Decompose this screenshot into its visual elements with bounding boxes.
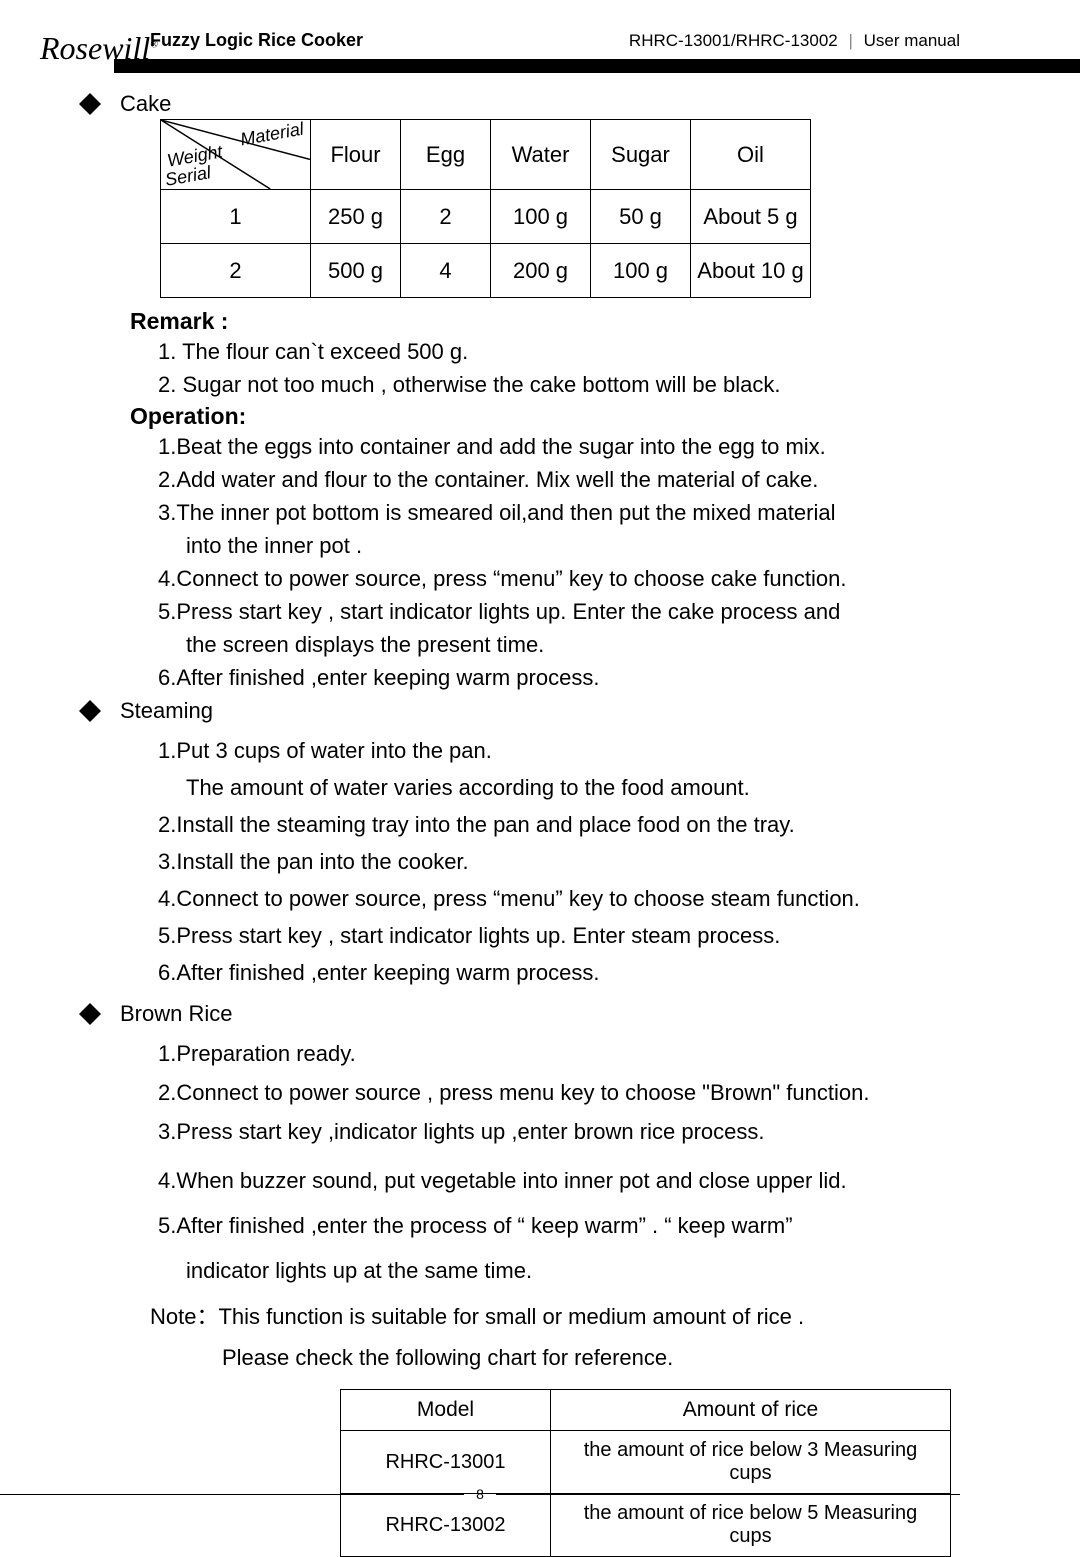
diamond-icon — [78, 699, 102, 723]
col-header: Oil — [691, 120, 811, 190]
page-number: 8 — [464, 1486, 496, 1502]
steam-line: 6.After finished ,enter keeping warm pro… — [130, 956, 960, 989]
note-line: Please check the following chart for ref… — [130, 1340, 960, 1375]
operation-label: Operation: — [130, 403, 960, 430]
col-header: Amount of rice — [551, 1390, 951, 1431]
cake-section-row: Cake — [120, 91, 960, 117]
footer-line-left — [0, 1494, 464, 1495]
cell: About 10 g — [691, 244, 811, 298]
cell: 100 g — [591, 244, 691, 298]
cell: 250 g — [311, 190, 401, 244]
cell: 2 — [401, 190, 491, 244]
brand-reg: ® — [150, 39, 158, 50]
cell: 500 g — [311, 244, 401, 298]
brown-line: 5.After finished ,enter the process of “… — [130, 1209, 960, 1242]
col-header: Egg — [401, 120, 491, 190]
op-line: the screen displays the present time. — [130, 628, 960, 661]
steaming-title: Steaming — [120, 698, 213, 724]
cell: 100 g — [491, 190, 591, 244]
cell: RHRC-13002 — [341, 1494, 551, 1557]
remark-line: 1. The flour can`t exceed 500 g. — [130, 335, 960, 368]
remark-label: Remark : — [130, 308, 960, 335]
header-right: RHRC-13001/RHRC-13002 | User manual — [629, 31, 960, 51]
table-row: Material Weight Serial Flour Egg Water S… — [161, 120, 811, 190]
cell: 50 g — [591, 190, 691, 244]
steam-line: 1.Put 3 cups of water into the pan. — [130, 734, 960, 767]
table-row: RHRC-13001 the amount of rice below 3 Me… — [341, 1431, 951, 1494]
cake-title: Cake — [120, 91, 171, 117]
col-header: Water — [491, 120, 591, 190]
brand-text: Rosewill — [40, 30, 150, 66]
table-row: 1 250 g 2 100 g 50 g About 5 g — [161, 190, 811, 244]
header-sep: | — [848, 31, 852, 50]
footer: 8 — [0, 1486, 960, 1502]
col-header: Flour — [311, 120, 401, 190]
remark-block: Remark : 1. The flour can`t exceed 500 g… — [120, 308, 960, 694]
steam-line: 3.Install the pan into the cooker. — [130, 845, 960, 878]
remark-line: 2. Sugar not too much , otherwise the ca… — [130, 368, 960, 401]
table-row: RHRC-13002 the amount of rice below 5 Me… — [341, 1494, 951, 1557]
diag-header: Material Weight Serial — [161, 120, 311, 190]
op-line: 6.After finished ,enter keeping warm pro… — [130, 661, 960, 694]
steam-line: 4.Connect to power source, press “menu” … — [130, 882, 960, 915]
steaming-section-row: Steaming — [120, 698, 960, 724]
diamond-icon — [78, 1002, 102, 1026]
op-line: 2.Add water and flour to the container. … — [130, 463, 960, 496]
op-line: 4.Connect to power source, press “menu” … — [130, 562, 960, 595]
steam-line: The amount of water varies according to … — [130, 771, 960, 804]
table-row: 2 500 g 4 200 g 100 g About 10 g — [161, 244, 811, 298]
brown-title: Brown Rice — [120, 1001, 232, 1027]
cell: the amount of rice below 3 Measuring cup… — [551, 1431, 951, 1494]
note-line: Note：This function is suitable for small… — [130, 1299, 960, 1334]
header-model: RHRC-13001/RHRC-13002 — [629, 31, 838, 50]
op-line: into the inner pot . — [130, 529, 960, 562]
header-title: Fuzzy Logic Rice Cooker — [150, 30, 363, 51]
brown-line: 3.Press start key ,indicator lights up ,… — [130, 1115, 960, 1148]
table-row: Model Amount of rice — [341, 1390, 951, 1431]
col-header: Sugar — [591, 120, 691, 190]
header: Fuzzy Logic Rice Cooker RHRC-13001/RHRC-… — [120, 0, 960, 59]
top-bar — [114, 59, 1080, 73]
page: Rosewill® Fuzzy Logic Rice Cooker RHRC-1… — [0, 0, 1080, 1542]
cell: RHRC-13001 — [341, 1431, 551, 1494]
brown-line: 4.When buzzer sound, put vegetable into … — [130, 1164, 960, 1197]
brown-block: 1.Preparation ready. 2.Connect to power … — [120, 1037, 960, 1375]
brown-section-row: Brown Rice — [120, 1001, 960, 1027]
cell: 200 g — [491, 244, 591, 298]
cell: 2 — [161, 244, 311, 298]
brown-line: 2.Connect to power source , press menu k… — [130, 1076, 960, 1109]
brand-logo: Rosewill® — [40, 30, 158, 67]
diamond-icon — [78, 92, 102, 116]
op-line: 3.The inner pot bottom is smeared oil,an… — [130, 496, 960, 529]
footer-line-right — [496, 1494, 960, 1495]
op-line: 5.Press start key , start indicator ligh… — [130, 595, 960, 628]
model-table: Model Amount of rice RHRC-13001 the amou… — [340, 1389, 951, 1557]
steam-line: 5.Press start key , start indicator ligh… — [130, 919, 960, 952]
cell: 1 — [161, 190, 311, 244]
brown-line: 1.Preparation ready. — [130, 1037, 960, 1070]
col-header: Model — [341, 1390, 551, 1431]
op-line: 1.Beat the eggs into container and add t… — [130, 430, 960, 463]
brown-line: indicator lights up at the same time. — [130, 1254, 960, 1287]
header-doc: User manual — [864, 31, 960, 50]
cell: About 5 g — [691, 190, 811, 244]
steam-line: 2.Install the steaming tray into the pan… — [130, 808, 960, 841]
steaming-block: 1.Put 3 cups of water into the pan. The … — [120, 734, 960, 989]
cell: the amount of rice below 5 Measuring cup… — [551, 1494, 951, 1557]
cake-table: Material Weight Serial Flour Egg Water S… — [160, 119, 811, 298]
cell: 4 — [401, 244, 491, 298]
